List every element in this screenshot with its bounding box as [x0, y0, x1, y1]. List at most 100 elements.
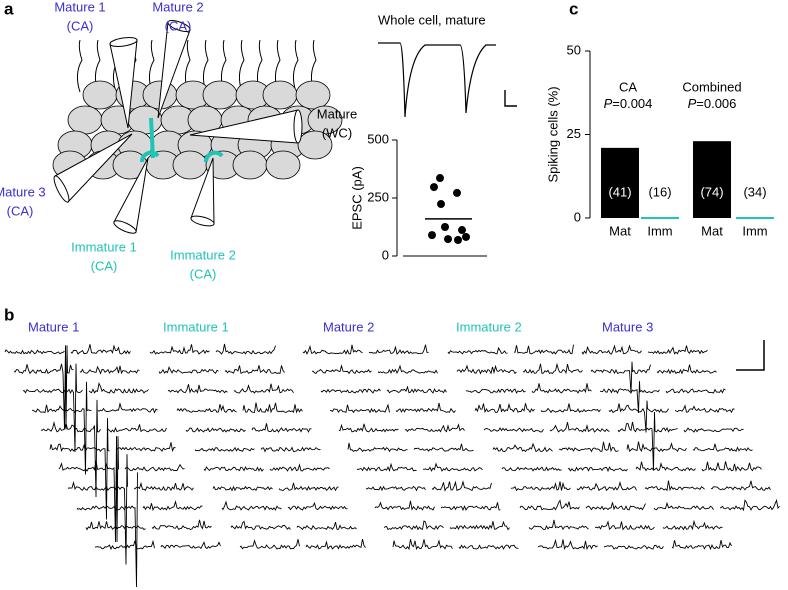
- trace: [653, 501, 714, 511]
- trace: [383, 520, 444, 531]
- trace: [329, 403, 390, 414]
- x-tick-label: Imm: [742, 223, 767, 238]
- dendrite: [292, 39, 299, 93]
- column-label: Immature 1: [163, 319, 229, 334]
- diagram-label: (CA): [91, 258, 118, 273]
- trace: [567, 466, 628, 473]
- cell: [127, 105, 163, 135]
- highlight: [140, 150, 160, 163]
- trace: [594, 520, 655, 531]
- trace: [49, 417, 110, 520]
- point: [444, 235, 452, 244]
- trace: [458, 544, 519, 550]
- pipette-end: [113, 220, 137, 234]
- trace: [31, 381, 92, 475]
- trace: [404, 423, 465, 433]
- panel-label: a: [4, 0, 14, 18]
- diagram-label: (WC): [322, 125, 352, 140]
- trace: [124, 463, 185, 472]
- trace: [365, 485, 426, 492]
- trace: [160, 541, 221, 550]
- group-label: CA: [619, 79, 637, 94]
- trace: [513, 344, 574, 355]
- point: [436, 174, 444, 183]
- trace: [194, 446, 255, 453]
- count-label: (74): [700, 184, 723, 199]
- trace: [617, 411, 678, 471]
- trace: [413, 443, 474, 452]
- trace: [356, 462, 417, 473]
- trace: [674, 404, 735, 414]
- trace: [671, 540, 732, 551]
- trace: [22, 363, 83, 453]
- trace: [626, 441, 687, 453]
- scale-bar: [504, 90, 517, 107]
- scale-bar: [736, 340, 765, 371]
- trace: [656, 364, 717, 375]
- diagram-label: Mature 2: [152, 0, 203, 14]
- count-label: (41): [608, 184, 631, 199]
- trace-title: Whole cell, mature: [378, 12, 486, 27]
- p-symbol: P: [688, 96, 697, 111]
- trace: [581, 344, 642, 355]
- cell: [262, 80, 298, 110]
- pipette-end: [53, 175, 70, 203]
- trace: [701, 461, 762, 472]
- y-tick-label: 500: [367, 131, 389, 146]
- trace: [599, 381, 660, 414]
- trace: [133, 481, 194, 492]
- trace: [465, 388, 526, 394]
- trace: [665, 388, 726, 394]
- dendrite: [184, 39, 191, 93]
- diagram-label: Mature 3: [0, 184, 46, 199]
- trace: [392, 539, 453, 551]
- trace: [440, 502, 501, 512]
- trace: [260, 446, 321, 453]
- diagram-label: (CA): [165, 18, 192, 33]
- trace: [58, 436, 119, 543]
- trace: [683, 427, 744, 433]
- x-tick-label: Mat: [701, 223, 723, 238]
- trace: [287, 501, 348, 511]
- point: [458, 226, 466, 235]
- dendrite: [148, 39, 155, 93]
- trace: [558, 441, 619, 453]
- trace: [447, 346, 508, 355]
- dendrite: [76, 39, 83, 93]
- trace: [647, 345, 708, 355]
- trace: [576, 481, 637, 492]
- diagram-label: Immature 1: [71, 239, 137, 254]
- trace: [522, 362, 583, 375]
- trace: [149, 344, 210, 355]
- trace: [278, 482, 339, 492]
- trace: [242, 402, 303, 414]
- trace: [251, 423, 312, 433]
- y-axis-label: Spiking cells (%): [545, 86, 560, 182]
- trace: [368, 344, 429, 355]
- trace: [483, 427, 544, 433]
- cell: [82, 80, 118, 110]
- point: [428, 231, 436, 240]
- highlight: [204, 150, 224, 163]
- trace: [377, 364, 438, 375]
- diagram-label: Immature 2: [170, 247, 236, 262]
- trace: [233, 383, 294, 394]
- point: [462, 232, 470, 241]
- trace: [374, 500, 435, 511]
- trace: [449, 520, 510, 531]
- trace: [94, 539, 155, 551]
- trace: [151, 519, 212, 531]
- group-label: Combined: [682, 79, 741, 94]
- trace: [305, 538, 366, 550]
- trace: [710, 480, 771, 491]
- diagram: [52, 20, 343, 234]
- trace: [212, 485, 273, 492]
- trace: [115, 442, 176, 453]
- pipette-end: [190, 215, 215, 227]
- trace: [395, 402, 456, 414]
- cell: [297, 130, 333, 160]
- trace: [239, 539, 300, 550]
- trace: [85, 521, 146, 531]
- x-tick-label: Imm: [647, 223, 672, 238]
